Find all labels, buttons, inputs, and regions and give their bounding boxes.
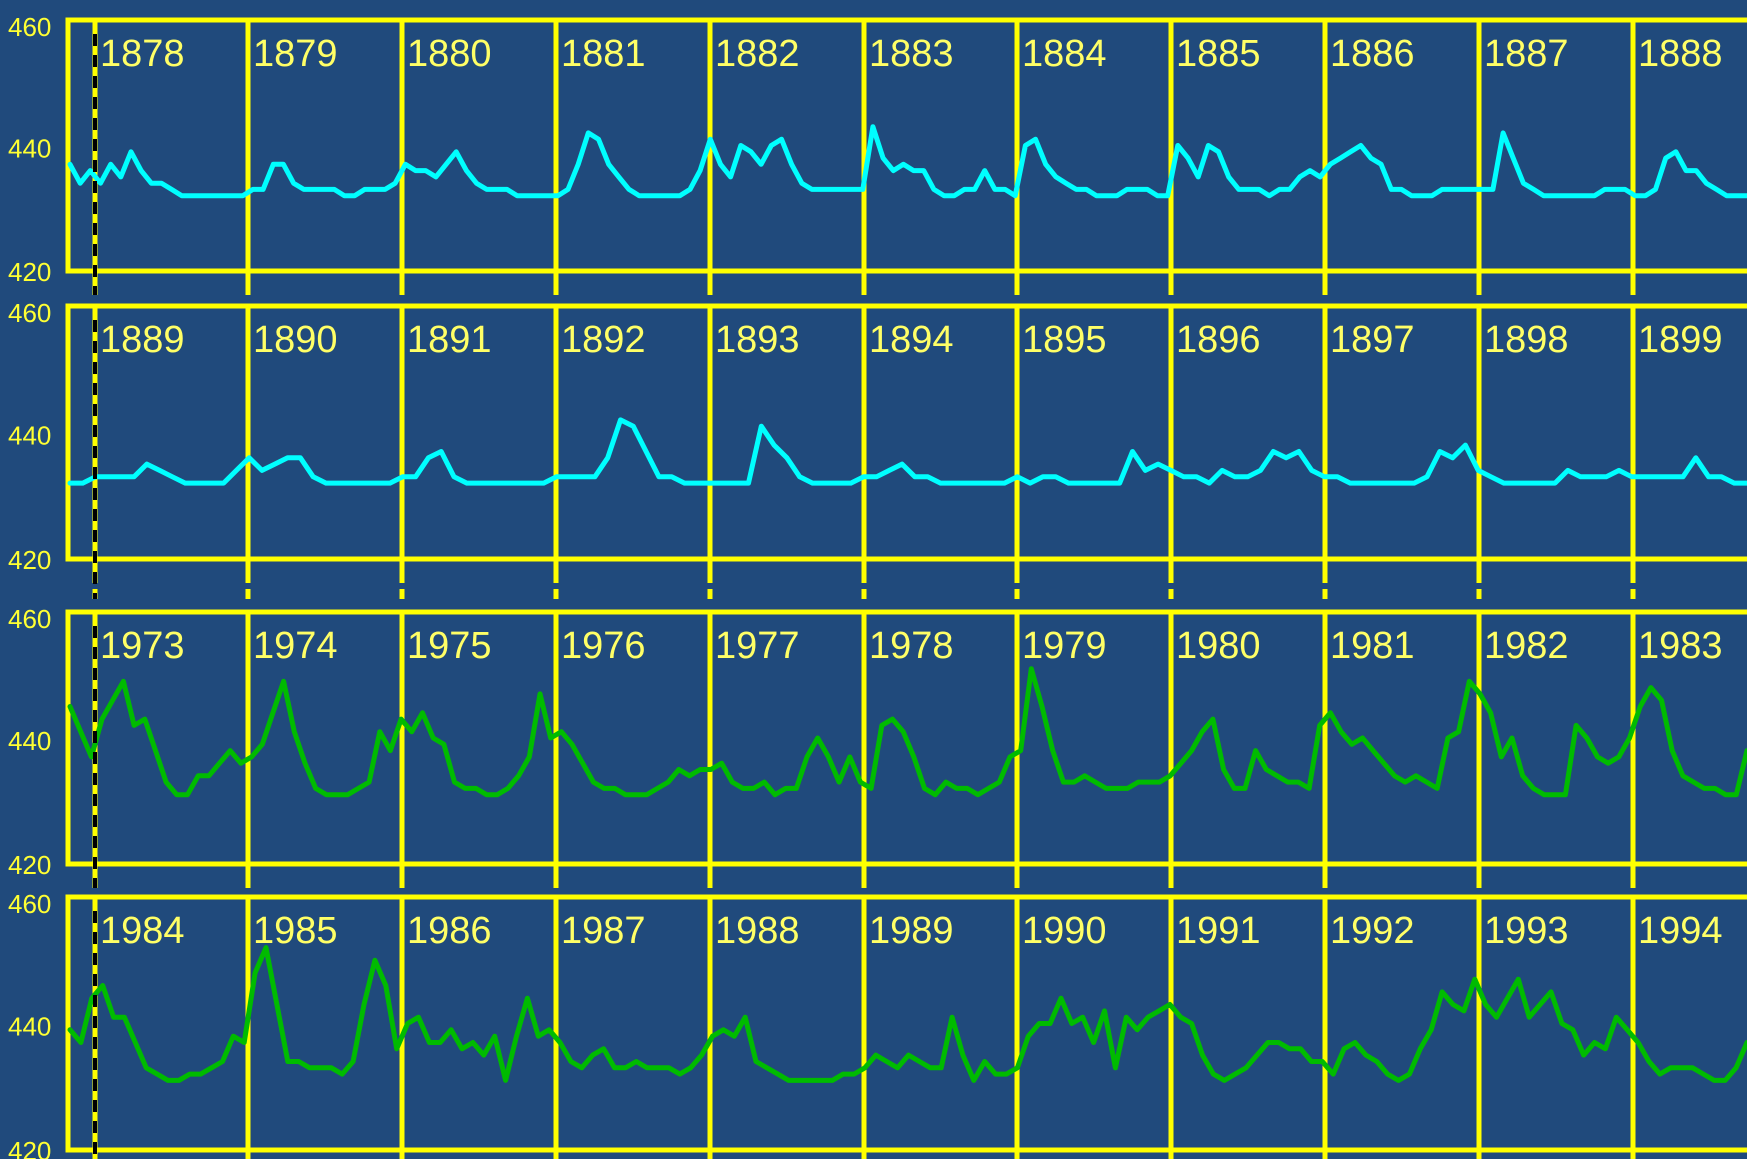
y-tick-label: 440 xyxy=(8,1012,51,1042)
year-label: 1894 xyxy=(869,319,954,361)
y-tick-label: 460 xyxy=(8,12,51,42)
series-line xyxy=(67,945,1747,1083)
y-tick-label: 420 xyxy=(8,850,51,880)
year-label: 1978 xyxy=(869,625,954,667)
year-label: 1898 xyxy=(1484,319,1569,361)
year-label: 1888 xyxy=(1638,33,1723,75)
y-tick-label: 440 xyxy=(8,726,51,756)
panel-1: 460 440 420 1878 1879 1880 1881 1882 1883 1884 188… xyxy=(8,12,1747,295)
panel-frame xyxy=(65,303,1747,562)
y-tick-label: 460 xyxy=(8,604,51,634)
year-label: 1988 xyxy=(715,910,800,952)
panel-frame xyxy=(65,609,1747,867)
panel-frame xyxy=(65,17,1747,274)
year-label: 1882 xyxy=(715,33,800,75)
year-label: 1987 xyxy=(561,910,646,952)
y-tick-label: 440 xyxy=(8,134,51,164)
year-label: 1984 xyxy=(100,910,185,952)
year-label: 1897 xyxy=(1330,319,1415,361)
year-label: 1883 xyxy=(869,33,954,75)
y-tick-label: 420 xyxy=(8,1136,51,1159)
panel-4: 460 440 420 1984 1985 1986 1987 1988 1989 1990 199… xyxy=(8,889,1747,1159)
year-label: 1884 xyxy=(1022,33,1107,75)
year-label: 1985 xyxy=(253,910,338,952)
year-label: 1983 xyxy=(1638,625,1723,667)
chart-panels: 460 440 420 1878 1879 1880 1881 1882 1883 1884 188… xyxy=(8,12,1747,1159)
series-line xyxy=(67,666,1747,798)
panel-frame xyxy=(65,894,1747,1153)
year-label: 1974 xyxy=(253,625,338,667)
series-line xyxy=(67,417,1747,486)
year-label: 1991 xyxy=(1176,910,1261,952)
year-label: 1885 xyxy=(1176,33,1261,75)
year-label: 1887 xyxy=(1484,33,1569,75)
year-label: 1881 xyxy=(561,33,646,75)
y-tick-label: 460 xyxy=(8,298,51,328)
year-label: 1980 xyxy=(1176,625,1261,667)
panel-2: 460 440 420 1889 1890 1891 1892 1893 1894 1895 189… xyxy=(8,298,1747,599)
year-label: 1973 xyxy=(100,625,185,667)
year-label: 1976 xyxy=(561,625,646,667)
year-label: 1889 xyxy=(100,319,185,361)
year-label: 1981 xyxy=(1330,625,1415,667)
year-label: 1896 xyxy=(1176,319,1261,361)
year-label: 1982 xyxy=(1484,625,1569,667)
panel-3: 460 440 420 1973 1974 1975 1976 1977 1978 1979 198… xyxy=(8,604,1747,888)
year-label: 1994 xyxy=(1638,910,1723,952)
y-tick-label: 420 xyxy=(8,257,51,287)
year-label: 1890 xyxy=(253,319,338,361)
year-label: 1886 xyxy=(1330,33,1415,75)
year-label: 1977 xyxy=(715,625,800,667)
year-label: 1990 xyxy=(1022,910,1107,952)
year-label: 1895 xyxy=(1022,319,1107,361)
y-tick-label: 420 xyxy=(8,545,51,575)
year-label: 1989 xyxy=(869,910,954,952)
year-label: 1992 xyxy=(1330,910,1415,952)
year-label: 1899 xyxy=(1638,319,1723,361)
y-tick-label: 440 xyxy=(8,421,51,451)
year-label: 1878 xyxy=(100,33,185,75)
year-label: 1891 xyxy=(407,319,492,361)
year-label: 1979 xyxy=(1022,625,1107,667)
year-label: 1986 xyxy=(407,910,492,952)
year-label: 1879 xyxy=(253,33,338,75)
year-label: 1893 xyxy=(715,319,800,361)
year-label: 1880 xyxy=(407,33,492,75)
y-tick-label: 460 xyxy=(8,889,51,919)
series-line xyxy=(67,124,1747,199)
year-label: 1975 xyxy=(407,625,492,667)
year-label: 1892 xyxy=(561,319,646,361)
year-label: 1993 xyxy=(1484,910,1569,952)
